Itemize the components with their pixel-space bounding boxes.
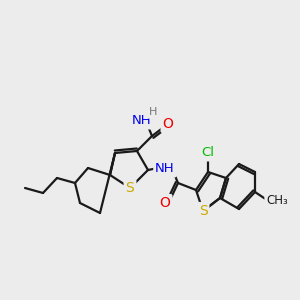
Text: S: S <box>199 204 207 218</box>
Text: S: S <box>126 181 134 195</box>
Text: H: H <box>149 107 157 117</box>
Text: O: O <box>163 117 173 131</box>
Text: O: O <box>160 196 170 210</box>
Text: NH: NH <box>155 163 175 176</box>
Text: NH: NH <box>132 115 152 128</box>
Text: Cl: Cl <box>202 146 214 160</box>
Text: CH₃: CH₃ <box>266 194 288 208</box>
